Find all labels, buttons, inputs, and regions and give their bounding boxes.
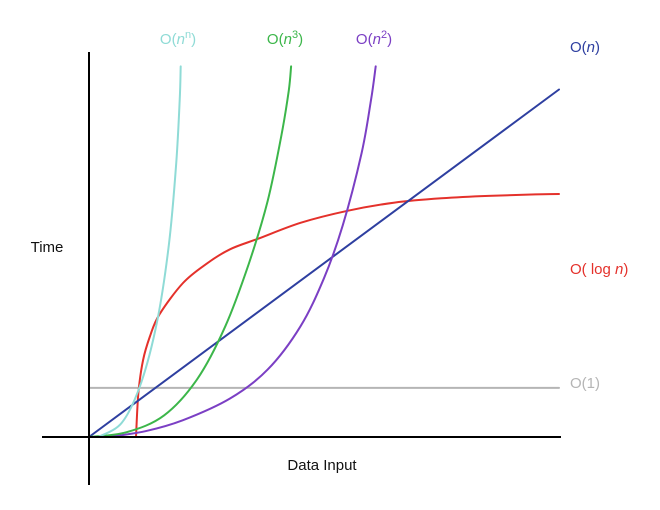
series-label-part: )	[298, 31, 303, 48]
series-label-part: O( log	[570, 261, 615, 278]
series-label-part: )	[191, 31, 196, 48]
series-label-part: n	[373, 31, 381, 48]
series-label-part: )	[595, 39, 600, 56]
series-label-part: )	[623, 261, 628, 278]
series-label-part: 2	[381, 29, 387, 41]
series-label-o-n: O(n)	[570, 39, 600, 56]
x-axis-label: Data Input	[287, 457, 357, 474]
series-label-part: O(	[267, 31, 284, 48]
series-line-o-n-3	[88, 65, 293, 438]
series-label-part: n	[177, 31, 185, 48]
series-label-part: 3	[292, 29, 298, 41]
series-label-part: )	[387, 31, 392, 48]
series-label-o-n-2: O(n2)	[356, 29, 392, 48]
series-line-o-n-2	[106, 65, 377, 438]
series-label-part: n	[185, 29, 191, 41]
series-label-part: O(	[570, 39, 587, 56]
series-label-part: O(	[160, 31, 177, 48]
series-label-part: O(	[356, 31, 373, 48]
series-label-part: n	[587, 39, 595, 56]
series-label-o-1: O(1)	[570, 375, 600, 392]
axes-layer	[42, 52, 561, 485]
series-label-part: n	[615, 261, 623, 278]
y-axis-label: Time	[31, 239, 64, 256]
series-label-o-n-3: O(n3)	[267, 29, 303, 48]
series-line-o-n	[88, 88, 560, 438]
series-line-o-n-n	[97, 65, 182, 438]
series-layer	[88, 65, 560, 438]
series-label-o-log-n: O( log n)	[570, 261, 628, 278]
series-label-part: O(1)	[570, 375, 600, 392]
series-label-part: n	[284, 31, 292, 48]
series-label-layer: O(1)O( log n)O(n)O(n2)O(n3)O(nn)	[160, 29, 628, 392]
series-label-o-n-n: O(nn)	[160, 29, 196, 48]
series-line-o-log-n	[135, 193, 560, 438]
